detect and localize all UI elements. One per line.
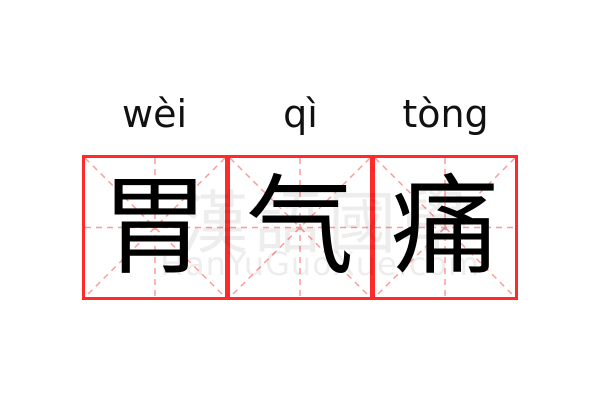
guide-lines (375, 158, 515, 297)
guide-lines (230, 158, 370, 297)
watermark-title: 漢語國學 (180, 185, 477, 264)
character-tong: 痛 (390, 164, 499, 290)
grid-cell-qi: 气 (227, 155, 373, 300)
watermark-site: HanYuGuoXue.com (160, 245, 481, 283)
pinyin-tong: tòng (402, 92, 489, 136)
grid-cell-tong: 痛 (372, 155, 518, 300)
character-qi: 气 (245, 164, 354, 290)
pinyin-wei: wèi (121, 92, 187, 136)
guide-lines (85, 158, 225, 297)
character-grid: 胃 气 痛 (82, 155, 518, 300)
grid-cell-wei: 胃 (82, 155, 228, 300)
character-wei: 胃 (100, 164, 209, 290)
pinyin-qi: qì (283, 92, 318, 136)
